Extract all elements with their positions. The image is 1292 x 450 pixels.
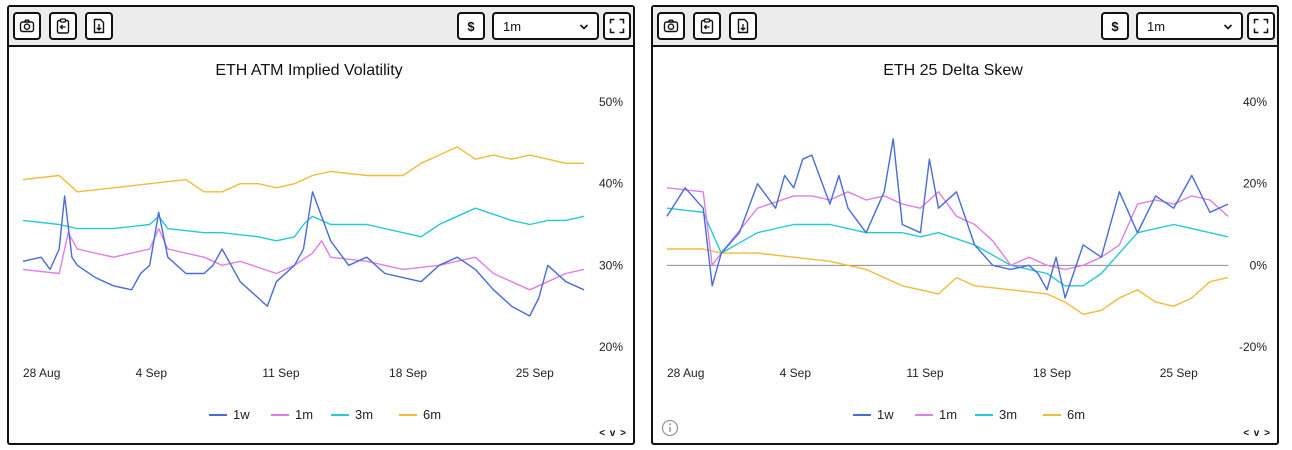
- download-button[interactable]: [729, 12, 757, 40]
- legend-label-1w[interactable]: 1w: [233, 407, 250, 422]
- y-tick-label: 30%: [599, 258, 623, 272]
- camera-icon: [19, 19, 35, 33]
- series-line-1m: [22, 227, 585, 291]
- x-tick-label: 18 Sep: [389, 366, 427, 380]
- fullscreen-icon: [1253, 18, 1269, 34]
- timeframe-value: 1m: [503, 19, 522, 34]
- camera-icon: [663, 19, 679, 33]
- series-line-1w: [22, 191, 585, 317]
- y-tick-label: 40%: [599, 177, 623, 191]
- series-line-1w: [666, 138, 1229, 299]
- y-tick-label: 50%: [599, 95, 623, 109]
- timeframe-select[interactable]: 1m: [492, 12, 599, 40]
- y-tick-label: 20%: [599, 340, 623, 354]
- series-line-6m: [22, 146, 584, 193]
- x-tick-label: 28 Aug: [667, 366, 704, 380]
- x-tick-label: 4 Sep: [780, 366, 812, 380]
- series-line-6m: [667, 248, 1229, 315]
- screenshot-button[interactable]: [657, 12, 685, 40]
- legend-label-1m[interactable]: 1m: [939, 407, 957, 422]
- y-tick-label: -20%: [1239, 340, 1267, 354]
- timeframe-value: 1m: [1147, 19, 1166, 34]
- chart-nav-control[interactable]: < v >: [599, 428, 627, 439]
- currency-button[interactable]: $: [1101, 12, 1129, 40]
- x-tick-label: 18 Sep: [1033, 366, 1071, 380]
- chart-toolbar: $ 1m: [653, 7, 1277, 47]
- y-tick-label: 40%: [1243, 95, 1267, 109]
- chart-toolbar: $ 1m: [9, 7, 633, 47]
- y-tick-label: 20%: [1243, 177, 1267, 191]
- x-tick-label: 28 Aug: [23, 366, 60, 380]
- fullscreen-icon: [609, 18, 625, 34]
- x-tick-label: 4 Sep: [136, 366, 168, 380]
- fullscreen-button[interactable]: [603, 12, 631, 40]
- download-file-icon: [737, 18, 749, 34]
- fullscreen-button[interactable]: [1247, 12, 1275, 40]
- y-tick-label: 0%: [1250, 258, 1268, 272]
- chart-title: ETH ATM Implied Volatility: [215, 62, 402, 79]
- download-file-icon: [93, 18, 105, 34]
- legend-label-3m[interactable]: 3m: [355, 407, 373, 422]
- chart-area: ETH ATM Implied Volatility 50% 40% 30% 20% 28…: [22, 62, 623, 422]
- series-line-3m: [666, 207, 1229, 287]
- x-tick-label: 25 Sep: [516, 366, 554, 380]
- legend-label-3m[interactable]: 3m: [999, 407, 1017, 422]
- legend-label-1m[interactable]: 1m: [295, 407, 313, 422]
- timeframe-select[interactable]: 1m: [1136, 12, 1243, 40]
- series-line-3m: [22, 207, 585, 242]
- x-tick-label: 11 Sep: [906, 366, 943, 380]
- copy-button[interactable]: [693, 12, 721, 40]
- clipboard-icon: [700, 18, 714, 34]
- info-icon[interactable]: [661, 419, 679, 437]
- legend-label-6m[interactable]: 6m: [423, 407, 441, 422]
- chart-nav-control[interactable]: < v >: [1243, 428, 1271, 439]
- screenshot-button[interactable]: [13, 12, 41, 40]
- chart-title: ETH 25 Delta Skew: [883, 62, 1023, 79]
- chevron-down-icon: [579, 24, 589, 30]
- chart-panel-left: $ 1m ETH ATM Implied Volatility 50% 40% 30%…: [7, 5, 635, 445]
- legend-label-1w[interactable]: 1w: [877, 407, 894, 422]
- clipboard-icon: [56, 18, 70, 34]
- legend-label-6m[interactable]: 6m: [1067, 407, 1085, 422]
- currency-button[interactable]: $: [457, 12, 485, 40]
- copy-button[interactable]: [49, 12, 77, 40]
- chart-area: ETH 25 Delta Skew 40% 20% 0% -20% 28 Aug 4 Sep…: [666, 62, 1268, 422]
- chevron-down-icon: [1223, 24, 1233, 30]
- x-tick-label: 11 Sep: [262, 366, 299, 380]
- download-button[interactable]: [85, 12, 113, 40]
- chart-panel-right: $ 1m ETH 25 Delta Skew 40% 20% 0% -20% 28 Aug…: [651, 5, 1279, 445]
- x-tick-label: 25 Sep: [1160, 366, 1198, 380]
